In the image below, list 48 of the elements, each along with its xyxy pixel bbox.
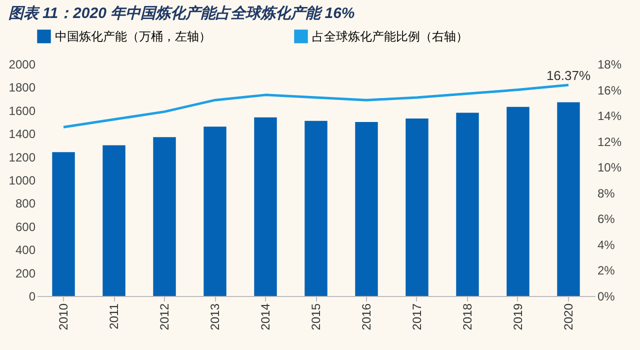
y2-tick-label: 10%: [598, 160, 622, 175]
x-tick-label: 2011: [107, 303, 122, 330]
y-tick-label: 1000: [8, 174, 36, 188]
y2-tick-label: 14%: [598, 109, 622, 124]
x-tick-label: 2017: [410, 303, 424, 330]
y-tick-label: 1200: [8, 150, 36, 164]
bar: [406, 118, 428, 296]
bar: [355, 122, 378, 296]
x-tick-label: 2013: [208, 303, 222, 330]
data-label: 16.37%: [546, 68, 591, 84]
y-tick-label: 1400: [8, 127, 36, 142]
legend-label: 中国炼化产能（万桶，左轴）: [55, 29, 211, 44]
y-tick-label: 400: [15, 243, 36, 258]
y2-tick-label: 2%: [598, 264, 616, 278]
x-tick-label: 2012: [158, 303, 172, 330]
bar: [304, 120, 328, 296]
y2-tick-label: 12%: [598, 134, 622, 149]
y-tick-label: 1800: [8, 80, 36, 95]
bar: [153, 137, 176, 296]
x-tick-label: 2018: [460, 303, 474, 330]
x-tick-label: 2015: [309, 303, 323, 330]
y-tick-label: 0: [28, 290, 36, 304]
y2-tick-label: 16%: [598, 83, 622, 98]
bar: [204, 126, 226, 296]
chart-title: 图表 11：2020 年中国炼化产能占全球炼化产能 16%: [8, 4, 355, 22]
y2-tick-label: 18%: [598, 58, 622, 72]
line-series: [62, 84, 570, 128]
bar: [456, 112, 479, 296]
y-tick-label: 1600: [8, 104, 36, 118]
x-tick-label: 2020: [561, 303, 576, 330]
y2-tick-label: 6%: [598, 212, 616, 226]
legend-label: 占全球炼化产能比例（右轴）: [312, 29, 468, 44]
y2-tick-label: 8%: [598, 186, 616, 200]
y-tick-label: 200: [15, 266, 36, 280]
bar: [52, 152, 75, 296]
bar: [102, 145, 126, 296]
y-tick-label: 2000: [8, 58, 36, 72]
y2-tick-label: 4%: [598, 238, 616, 252]
x-tick-label: 2010: [56, 303, 71, 330]
x-tick-label: 2016: [360, 303, 374, 330]
bar: [254, 117, 277, 296]
y-tick-label: 800: [15, 196, 36, 211]
x-tick-label: 2019: [510, 303, 525, 330]
bar: [557, 102, 580, 296]
x-tick-label: 2014: [258, 303, 272, 330]
bar: [506, 106, 530, 296]
y2-tick-label: 0%: [598, 290, 616, 304]
y-tick-label: 600: [15, 220, 36, 234]
